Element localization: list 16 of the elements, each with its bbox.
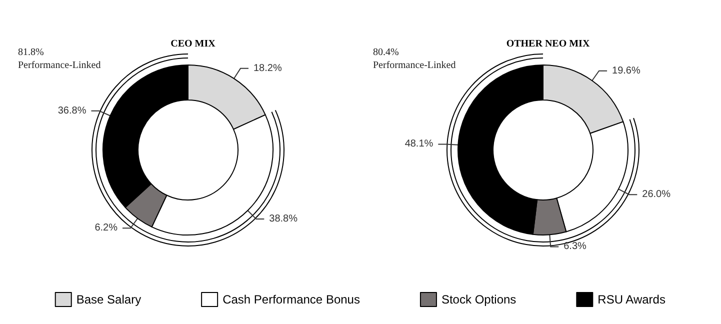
legend-label: Base Salary — [76, 292, 142, 306]
data-label: 6.2% — [94, 222, 118, 234]
data-label: 6.3% — [564, 241, 587, 252]
chart-title: OTHER NEO MIX — [506, 38, 590, 50]
data-label: 26.0% — [642, 189, 671, 200]
data-label: 19.6% — [612, 65, 640, 76]
data-label: 38.8% — [269, 214, 298, 225]
data-label: 18.2% — [253, 62, 282, 74]
text: 80.4% Performance-Linked — [373, 47, 456, 71]
legend-label: RSU Awards — [598, 292, 666, 306]
legend-label: Cash Performance Bonus — [222, 292, 360, 306]
text: 81.8% Performance-Linked — [18, 47, 101, 71]
data-label: 48.1% — [404, 138, 434, 150]
chart-title: CEO MIX — [170, 38, 216, 50]
data-label: 36.8% — [58, 105, 86, 116]
legend-label: Stock Options — [441, 292, 516, 306]
